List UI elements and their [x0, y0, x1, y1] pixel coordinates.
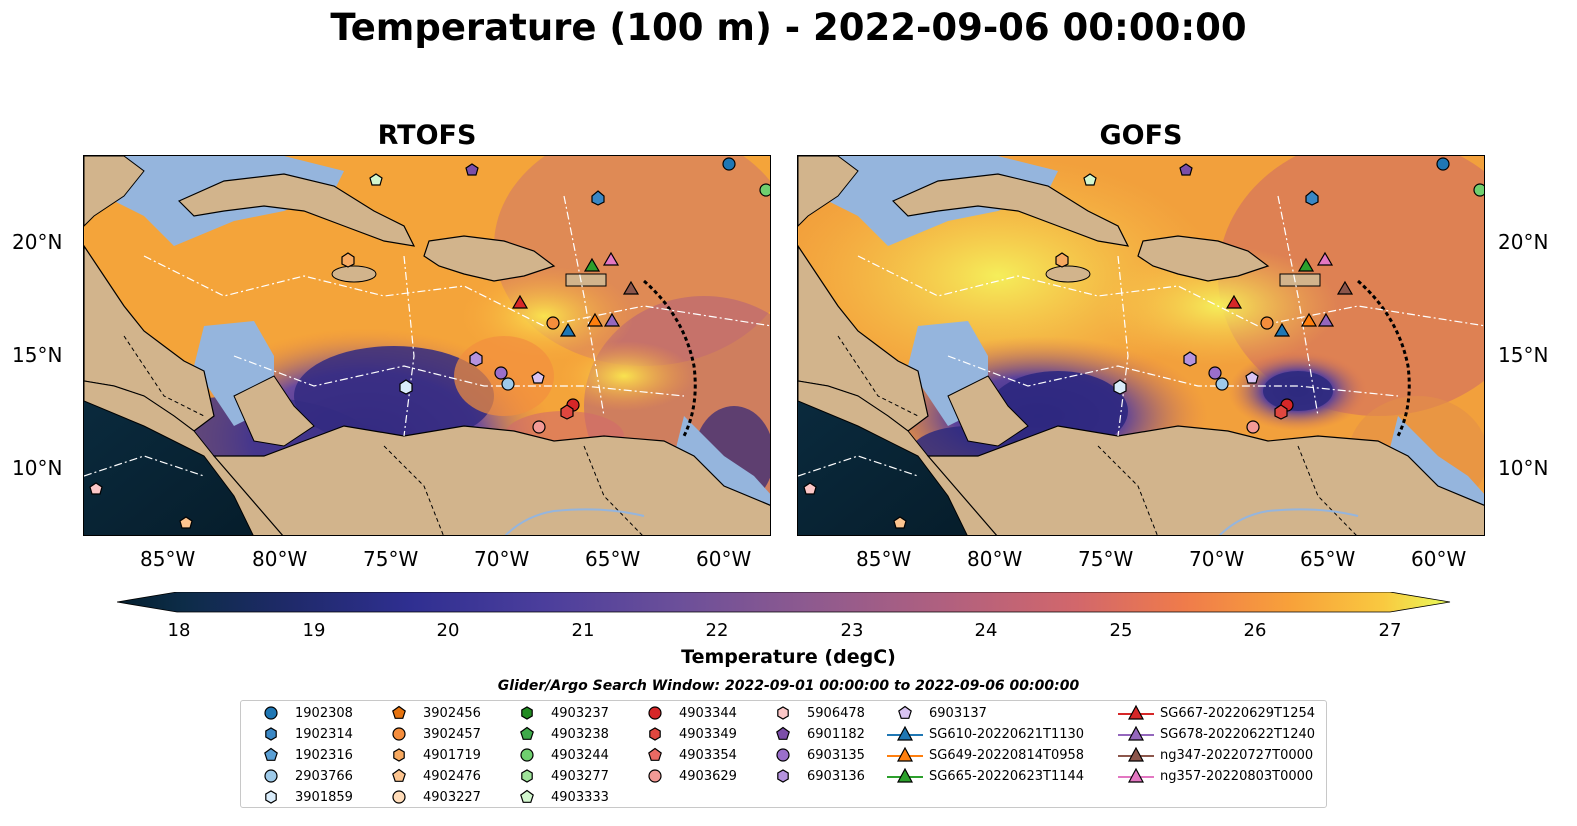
- legend-item-label: 4903629: [679, 769, 737, 784]
- legend-item-label: 5906478: [807, 706, 865, 721]
- colorbar: [116, 591, 1452, 618]
- lon-label-85w: 85°W: [856, 547, 912, 571]
- colorbar-tick-22: 22: [705, 620, 729, 641]
- lon-label-60w: 60°W: [1411, 547, 1467, 571]
- legend-marker-pentagon: [776, 726, 790, 740]
- legend-item-label: 4903237: [551, 706, 609, 721]
- legend-marker-triangle: [887, 746, 923, 762]
- legend-item-label: 6903135: [807, 748, 865, 763]
- legend-marker-circle: [776, 748, 790, 762]
- legend-item-label: 6901182: [807, 727, 865, 742]
- lon-label-75w: 75°W: [1078, 547, 1134, 571]
- lon-label-85w: 85°W: [140, 547, 196, 571]
- lon-label-75w: 75°W: [363, 547, 419, 571]
- legend-item-label: 1902316: [295, 748, 353, 763]
- legend-marker-pentagon: [520, 789, 534, 803]
- legend-marker-hexagon: [265, 727, 277, 741]
- legend-marker-pentagon: [264, 747, 278, 761]
- legend-marker-hexagon: [393, 748, 405, 762]
- legend-marker-circle: [648, 706, 662, 720]
- rtofs-map[interactable]: [83, 155, 771, 536]
- legend-marker-pentagon: [520, 726, 534, 740]
- legend-item-label: 4903354: [679, 748, 737, 763]
- legend: 1902308 1902314 1902316 2903766 3901859 39024…: [240, 700, 1327, 808]
- legend-item-label: 4902476: [423, 769, 481, 784]
- legend-item-label: 4903333: [551, 790, 609, 805]
- legend-item-label: SG610-20220621T1130: [929, 727, 1085, 742]
- legend-marker-triangle: [1118, 767, 1154, 783]
- legend-item-label: 4903349: [679, 727, 737, 742]
- legend-item-label: 4903227: [423, 790, 481, 805]
- colorbar-label: Temperature (degC): [681, 646, 896, 668]
- legend-item-label: SG667-20220629T1254: [1160, 706, 1316, 721]
- figure-title: Temperature (100 m) - 2022-09-06 00:00:0…: [330, 6, 1247, 49]
- legend-item-label: 3902456: [423, 706, 481, 721]
- colorbar-tick-27: 27: [1378, 620, 1402, 641]
- legend-marker-hexagon: [521, 706, 533, 720]
- lat-label-20n-right: 20°N: [1498, 230, 1549, 254]
- legend-marker-circle: [392, 727, 406, 741]
- legend-item-label: 4903244: [551, 748, 609, 763]
- legend-item-label: 3902457: [423, 727, 481, 742]
- legend-marker-circle: [648, 769, 662, 783]
- legend-item-label: 4903277: [551, 769, 609, 784]
- legend-marker-triangle: [887, 767, 923, 783]
- legend-marker-triangle: [1118, 725, 1154, 741]
- lat-label-10n-left: 10°N: [12, 456, 63, 480]
- colorbar-tick-26: 26: [1243, 620, 1267, 641]
- legend-marker-circle: [520, 748, 534, 762]
- legend-marker-pentagon: [392, 705, 406, 719]
- legend-marker-pentagon: [648, 747, 662, 761]
- legend-item-label: 4901719: [423, 748, 481, 763]
- gofs-map[interactable]: [797, 155, 1485, 536]
- rtofs-panel-title: RTOFS: [377, 120, 477, 151]
- lat-label-10n-right: 10°N: [1498, 456, 1549, 480]
- legend-item-label: 6903137: [929, 706, 987, 721]
- lon-label-65w: 65°W: [585, 547, 641, 571]
- legend-marker-triangle: [887, 725, 923, 741]
- lon-label-65w: 65°W: [1300, 547, 1356, 571]
- legend-marker-circle: [392, 790, 406, 804]
- legend-marker-hexagon: [265, 790, 277, 804]
- legend-item-label: SG678-20220622T1240: [1160, 727, 1316, 742]
- lon-label-70w: 70°W: [1189, 547, 1245, 571]
- legend-marker-triangle: [1118, 704, 1154, 720]
- legend-marker-circle: [264, 769, 278, 783]
- colorbar-tick-21: 21: [571, 620, 595, 641]
- legend-item-label: SG649-20220814T0958: [929, 748, 1085, 763]
- colorbar-tick-18: 18: [167, 620, 191, 641]
- legend-item-label: 2903766: [295, 769, 353, 784]
- gofs-panel-title: GOFS: [1099, 120, 1183, 151]
- legend-marker-hexagon: [777, 769, 789, 783]
- legend-title: Glider/Argo Search Window: 2022-09-01 00…: [497, 678, 1080, 694]
- lon-label-80w: 80°W: [967, 547, 1023, 571]
- colorbar-tick-25: 25: [1109, 620, 1133, 641]
- colorbar-tick-23: 23: [840, 620, 864, 641]
- legend-item-label: 1902308: [295, 706, 353, 721]
- lat-label-15n-left: 15°N: [12, 343, 63, 367]
- legend-item-label: 6903136: [807, 769, 865, 784]
- colorbar-tick-24: 24: [974, 620, 998, 641]
- lat-label-20n-left: 20°N: [12, 230, 63, 254]
- legend-marker-circle: [264, 706, 278, 720]
- legend-item-label: 4903344: [679, 706, 737, 721]
- legend-marker-hexagon: [777, 706, 789, 720]
- legend-item-label: 1902314: [295, 727, 353, 742]
- colorbar-tick-19: 19: [302, 620, 326, 641]
- legend-item-label: 3901859: [295, 790, 353, 805]
- lon-label-80w: 80°W: [252, 547, 308, 571]
- lon-label-60w: 60°W: [696, 547, 752, 571]
- legend-marker-hexagon: [649, 727, 661, 741]
- legend-item-label: SG665-20220623T1144: [929, 769, 1085, 784]
- legend-item-label: ng357-20220803T0000: [1160, 769, 1314, 784]
- legend-marker-pentagon: [392, 768, 406, 782]
- lat-label-15n-right: 15°N: [1498, 343, 1549, 367]
- legend-item-label: 4903238: [551, 727, 609, 742]
- lon-label-70w: 70°W: [474, 547, 530, 571]
- colorbar-tick-20: 20: [436, 620, 460, 641]
- legend-item-label: ng347-20220727T0000: [1160, 748, 1314, 763]
- legend-marker-triangle: [1118, 746, 1154, 762]
- legend-marker-pentagon: [898, 705, 912, 719]
- legend-marker-hexagon: [521, 769, 533, 783]
